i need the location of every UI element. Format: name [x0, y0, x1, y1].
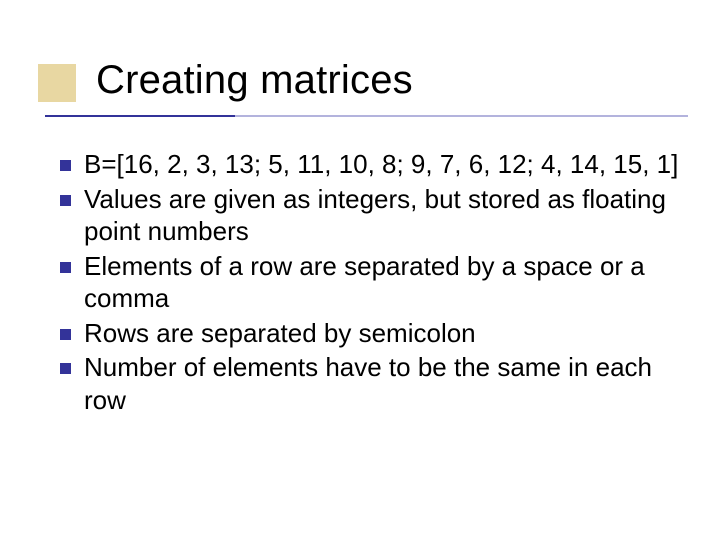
title-wrap: Creating matrices — [96, 58, 680, 103]
list-item: Values are given as integers, but stored… — [60, 183, 680, 248]
list-item-text: Values are given as integers, but stored… — [84, 183, 680, 248]
list-item-text: Elements of a row are separated by a spa… — [84, 250, 680, 315]
slide: Creating matrices B=[16, 2, 3, 13; 5, 11… — [0, 0, 720, 540]
rule-icon — [45, 115, 688, 117]
square-bullet-icon — [60, 195, 71, 206]
square-bullet-icon — [60, 329, 71, 340]
slide-title: Creating matrices — [96, 58, 680, 103]
list-item: Elements of a row are separated by a spa… — [60, 250, 680, 315]
title-accent-box — [38, 64, 76, 102]
square-bullet-icon — [60, 363, 71, 374]
list-item-text: Rows are separated by semicolon — [84, 317, 476, 350]
slide-body: B=[16, 2, 3, 13; 5, 11, 10, 8; 9, 7, 6, … — [60, 148, 680, 418]
list-item-text: Number of elements have to be the same i… — [84, 351, 680, 416]
list-item: Number of elements have to be the same i… — [60, 351, 680, 416]
list-item-text: B=[16, 2, 3, 13; 5, 11, 10, 8; 9, 7, 6, … — [84, 148, 678, 181]
list-item: B=[16, 2, 3, 13; 5, 11, 10, 8; 9, 7, 6, … — [60, 148, 680, 181]
list-item: Rows are separated by semicolon — [60, 317, 680, 350]
square-bullet-icon — [60, 262, 71, 273]
title-rule — [45, 115, 688, 117]
square-bullet-icon — [60, 160, 71, 171]
